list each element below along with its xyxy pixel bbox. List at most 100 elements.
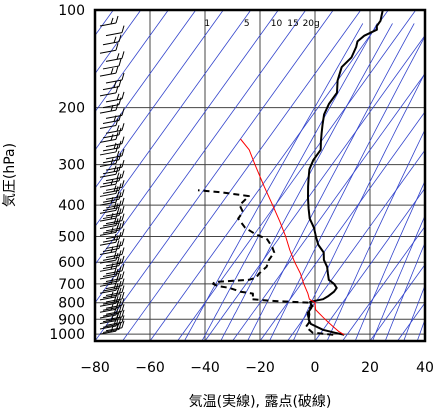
wind-barb: [105, 235, 123, 240]
wind-barb-flag: [113, 81, 117, 88]
wind-barb-flag: [113, 268, 117, 275]
wind-barb: [99, 231, 117, 236]
wind-barb: [105, 253, 123, 258]
x-tick-label: −40: [190, 360, 220, 376]
wind-barb-flag: [118, 287, 122, 295]
wind-barb-flag: [121, 91, 125, 99]
wind-barb: [102, 180, 120, 185]
wind-barb-flag: [115, 132, 119, 140]
wind-barb: [99, 325, 117, 330]
wind-barb: [99, 275, 117, 280]
wind-barb: [99, 330, 117, 335]
wind-barb: [105, 114, 123, 119]
isotherm-line: [369, 263, 425, 341]
wind-barb-flag: [115, 268, 119, 277]
wind-barb-flag: [115, 43, 119, 51]
wind-barb-flag: [118, 208, 122, 216]
wind-barb: [99, 138, 117, 143]
wind-barb-flag: [115, 186, 119, 194]
wind-barb-flag: [110, 278, 114, 285]
wind-barb: [99, 296, 117, 301]
isotherm-line: [149, 10, 389, 341]
wind-barb-flag: [121, 285, 125, 293]
mixing-ratio-line: [220, 23, 393, 341]
wind-barb-flag: [116, 222, 120, 229]
wind-barb: [99, 163, 117, 168]
sounding-lines: [197, 10, 384, 336]
isotherm-line: [95, 10, 307, 304]
wind-barb-flag: [121, 304, 125, 312]
wind-barb-flag: [115, 118, 119, 126]
wind-barb: [105, 98, 123, 103]
skewed-isotherms: [95, 10, 425, 341]
x-axis-tick-labels: −80 −60 −40 −20 0 20 40: [80, 360, 434, 376]
wind-barb: [102, 280, 120, 285]
wind-barb-flag: [115, 102, 119, 111]
wind-barb: [99, 173, 117, 178]
wind-barb-flag: [121, 170, 125, 178]
wind-barb-flag: [115, 15, 119, 24]
wind-barb: [105, 327, 123, 332]
isotherm-line: [204, 34, 425, 341]
isotherm-line: [95, 10, 334, 341]
wind-barb: [105, 177, 123, 182]
wind-barb: [99, 22, 117, 27]
mixing-ratio-line: [292, 72, 425, 341]
wind-barb-flag: [121, 247, 125, 255]
wind-barb: [105, 212, 123, 217]
wind-barb-flag: [116, 273, 120, 280]
wind-barb: [105, 310, 123, 315]
wind-barb-flag: [121, 72, 125, 81]
x-tick-label: −80: [80, 360, 110, 376]
wind-barb-flag: [121, 255, 125, 264]
wind-barb-flag: [121, 160, 125, 168]
wind-barb: [105, 227, 123, 232]
wind-barb-flag: [110, 17, 114, 25]
wind-barb: [105, 316, 123, 321]
wind-barb-flag: [115, 203, 119, 211]
y-tick-label: 100: [58, 3, 85, 19]
wind-barb: [99, 314, 117, 319]
x-axis-title: 気温(実線), 露点(破線): [189, 394, 332, 410]
mixing-ratio-line: [201, 23, 378, 341]
wind-barb-flag: [118, 183, 122, 191]
isotherm-line: [95, 10, 279, 266]
wind-barb-flag: [121, 315, 125, 323]
wind-barb: [99, 72, 117, 77]
wind-barb: [102, 120, 120, 125]
wind-barb: [105, 186, 123, 191]
wind-barbs: [99, 15, 125, 335]
wind-barb-flag: [121, 271, 125, 279]
x-tick-label: −60: [135, 360, 165, 376]
wind-barb: [102, 306, 120, 311]
wind-barb-flag: [116, 207, 120, 215]
y-tick-label: 500: [58, 230, 85, 246]
wind-barb: [105, 57, 123, 62]
wind-barb-flag: [116, 93, 120, 100]
wind-barb: [102, 170, 120, 175]
wind-barb: [99, 192, 117, 197]
wind-barb-flag: [113, 217, 117, 225]
wind-barb: [102, 41, 120, 46]
wind-barb: [99, 289, 117, 294]
wind-barb: [105, 262, 123, 267]
dewpoint-line: [197, 189, 334, 336]
wind-barb: [102, 256, 120, 261]
x-tick-label: 40: [416, 360, 434, 376]
mixing-ratio-label: 5: [244, 19, 250, 29]
wind-barb: [105, 143, 123, 148]
wind-barb-flag: [116, 150, 120, 158]
wind-barb-flag: [121, 291, 125, 300]
wind-barb: [105, 204, 123, 209]
mixing-ratio-line: [184, 23, 364, 341]
mixing-ratio-line: [247, 23, 415, 341]
wind-barb: [99, 267, 117, 272]
wind-barb-flag: [118, 127, 122, 135]
wind-barb-flag: [116, 240, 120, 247]
mixing-ratio-line: [372, 214, 425, 341]
wind-barb-flag: [121, 298, 125, 306]
wind-barb: [105, 155, 123, 160]
x-tick-label: −20: [245, 360, 275, 376]
wind-barb-flag: [118, 280, 122, 289]
